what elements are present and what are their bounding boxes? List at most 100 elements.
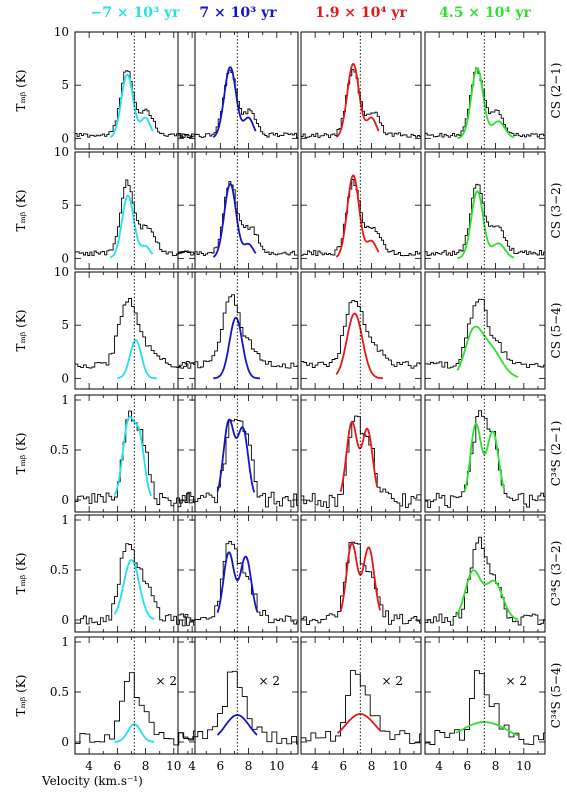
y-tick-label: 0 [61,493,69,507]
panel-r3-c0 [74,394,196,513]
observed-spectrum [425,67,545,138]
panel-frame [300,31,422,150]
panel-frame [74,31,196,150]
panel-grid: × 2 4 6 8 10 × 2 4 6 8 10 × 2 4 6 8 10 × 2 4 6 8 10 [74,31,546,773]
model-spectrum [109,73,154,139]
y-axis-label: Tₘᵦ (K) [14,433,28,475]
scale-annotation: × 2 [258,674,280,688]
y-tick-label: 1 [61,393,69,407]
panel-frame [177,394,299,513]
observed-spectrum [178,181,298,256]
column-header-2: 1.9 × 10⁴ yr [315,5,407,21]
model-spectrum [212,182,257,258]
x-tick-label: 10 [516,759,531,773]
model-spectrum [213,316,260,380]
panel-r2-c0 [74,271,196,390]
model-spectrum [463,422,505,493]
panel-r1-c1 [177,151,299,270]
model-spectrum [113,415,153,497]
y-axis-label: Tₘᵦ (K) [14,553,28,595]
observed-spectrum [425,670,545,745]
panel-frame [424,636,546,755]
y-tick-label: 10 [54,265,69,279]
row-label-2: CS (5−4) [549,303,563,359]
panel-r3-c2 [300,394,422,513]
column-header-0: −7 × 10³ yr [91,5,181,21]
y-tick-label: 0 [61,131,69,145]
y-tick-label: 1 [61,635,69,649]
panel-frame [177,271,299,390]
y-tick-label: 0 [61,613,69,627]
x-tick-label: 4 [435,759,443,773]
y-axis-label: Tₘᵦ (K) [14,70,28,112]
model-spectrum [335,174,380,258]
y-tick-label: 0.5 [50,563,69,577]
panel-r0-c1 [177,31,299,150]
x-tick-label: 10 [269,759,284,773]
panel-r3-c1 [177,394,299,513]
y-tick-label: 10 [54,25,69,39]
panel-frame [424,151,546,270]
model-spectrum [455,569,519,621]
x-tick-label: 4 [188,759,196,773]
observed-spectrum [301,541,421,625]
column-header-3: 4.5 × 10⁴ yr [439,5,531,21]
row-label-3: C³⁴S (2−1) [549,421,563,487]
panel-r5-c0: × 2 4 6 8 10 [74,636,196,773]
x-tick-label: 10 [166,759,181,773]
panel-r0-c3 [424,31,546,150]
x-tick-label: 6 [464,759,472,773]
y-axis-label: Tₘᵦ (K) [14,190,28,232]
panel-frame [300,394,422,513]
panel-frame [177,151,299,270]
panel-frame [74,151,196,270]
y-tick-label: 5 [61,78,69,92]
model-spectrum [455,721,519,737]
panel-frame [74,514,196,633]
observed-spectrum [425,183,545,256]
x-tick-label: 10 [392,759,407,773]
panel-frame [177,31,299,150]
observed-spectrum [178,294,298,369]
observed-spectrum [178,670,298,745]
model-spectrum [457,190,515,259]
panel-frame [177,514,299,633]
y-tick-label: 1 [61,513,69,527]
panel-r4-c2 [300,514,422,633]
observed-spectrum [301,179,421,257]
observed-spectrum [425,298,545,369]
panel-frame [300,151,422,270]
x-tick-label: 4 [311,759,319,773]
x-tick-label: 8 [368,759,376,773]
observed-spectrum [75,298,195,369]
model-spectrum [117,339,157,380]
y-tick-label: 10 [54,145,69,159]
observed-spectrum [178,418,298,508]
x-axis-label: Velocity (km.s⁻¹) [41,774,143,788]
x-tick-label: 6 [217,759,225,773]
panel-r3-c3 [424,394,546,513]
panel-r4-c0 [74,514,196,633]
model-spectrum [109,194,154,259]
x-tick-label: 8 [142,759,150,773]
y-tick-label: 5 [61,318,69,332]
model-spectrum [339,420,379,492]
x-tick-label: 8 [492,759,500,773]
panel-r5-c1: × 2 4 6 8 10 [177,636,299,773]
panel-r1-c3 [424,151,546,270]
observed-spectrum [301,670,421,744]
observed-spectrum [425,410,545,508]
panel-frame [424,31,546,150]
x-tick-label: 4 [85,759,93,773]
observed-spectrum [75,543,195,627]
observed-spectrum [301,415,421,509]
panel-r2-c3 [424,271,546,390]
observed-spectrum [75,672,195,746]
y-tick-label: 0 [61,251,69,265]
y-tick-label: 0 [61,735,69,749]
panel-r4-c1 [177,514,299,633]
observed-spectrum [425,536,545,626]
y-axis-label: Tₘᵦ (K) [14,675,28,717]
